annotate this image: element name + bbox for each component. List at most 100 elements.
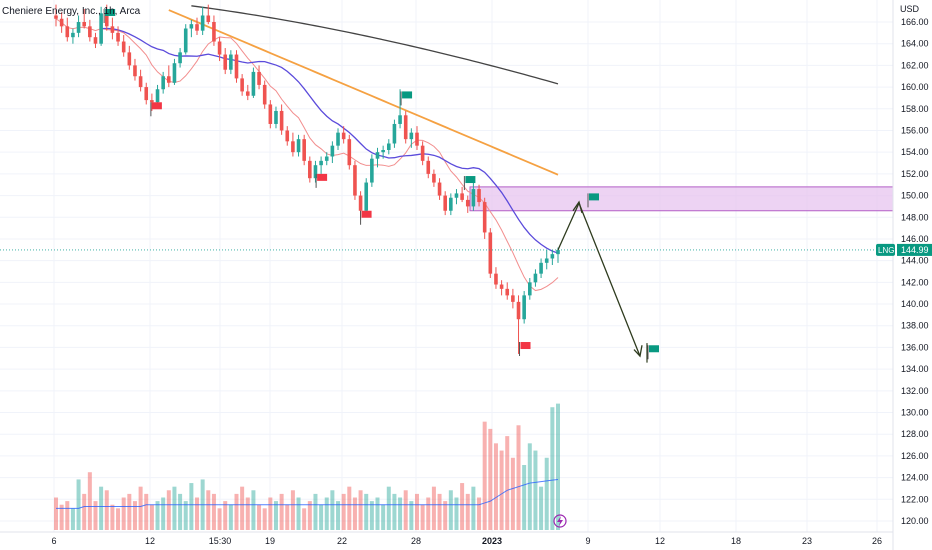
y-tick-label: 162.00: [901, 60, 929, 70]
candle: [212, 15, 216, 46]
volume-bar: [273, 501, 278, 530]
candle: [268, 100, 273, 129]
volume-bar: [420, 504, 425, 530]
y-tick-label: 166.00: [901, 17, 929, 27]
x-tick-label: 2023: [482, 536, 502, 546]
y-tick-label: 128.00: [901, 429, 929, 439]
volume-bars: [54, 403, 560, 530]
volume-bar: [172, 486, 177, 530]
volume-bar: [516, 425, 521, 530]
candle: [330, 141, 335, 164]
volume-bar: [398, 497, 403, 530]
y-tick-label: 146.00: [901, 234, 929, 244]
candle: [471, 182, 476, 211]
candle: [460, 186, 464, 203]
candle: [505, 282, 510, 300]
candle: [167, 65, 171, 88]
volume-bar: [324, 497, 329, 530]
flag-red-icon: [360, 210, 372, 225]
candle: [370, 154, 374, 187]
flag-red-icon: [519, 342, 531, 357]
volume-bar: [166, 490, 171, 530]
candle: [144, 82, 149, 105]
candle: [206, 4, 211, 25]
volume-bar: [290, 490, 295, 530]
volume-bar: [448, 490, 453, 530]
volume-bar: [110, 504, 115, 530]
y-tick-label: 152.00: [901, 169, 929, 179]
price-axis[interactable]: 166.00 164.00 162.00 160.00 158.00 156.00 154.…: [892, 0, 929, 550]
volume-bar: [296, 497, 301, 530]
flag-red-icon: [315, 173, 328, 188]
candle: [364, 178, 369, 216]
resistance-zone-rect: [469, 186, 894, 212]
volume-bar: [482, 421, 487, 530]
resistance-zone: [469, 186, 894, 212]
volume-bar: [251, 490, 256, 530]
candle: [217, 37, 222, 62]
candle: [110, 17, 115, 40]
volume-bar: [499, 450, 504, 530]
candle: [245, 84, 250, 101]
currency-label: USD: [900, 4, 920, 14]
volume-bar: [195, 497, 200, 530]
candle: [527, 278, 532, 300]
volume-bar: [381, 504, 386, 530]
lightning-icon[interactable]: [553, 514, 567, 528]
candle: [116, 26, 120, 46]
volume-bar: [556, 403, 560, 530]
x-tick-label: 28: [411, 536, 421, 546]
volume-bar: [189, 483, 194, 530]
time-axis[interactable]: 6 12 15:30 19 22 28 2023 9 12 18 23 26: [0, 531, 893, 546]
volume-bar: [488, 428, 493, 530]
candle: [420, 141, 425, 166]
volume-bar: [70, 508, 75, 530]
candle: [347, 134, 352, 170]
candle: [533, 269, 538, 287]
y-tick-label: 120.00: [901, 516, 929, 526]
candle: [234, 50, 239, 83]
candle: [54, 4, 58, 27]
y-tick-label: 142.00: [901, 277, 929, 287]
candle: [398, 89, 402, 129]
price-tag-value: 144.99: [901, 245, 929, 255]
candle: [313, 160, 318, 183]
candle: [82, 8, 87, 29]
volume-bar: [539, 486, 544, 530]
volume-bar: [138, 486, 143, 530]
candle: [386, 139, 391, 155]
candle: [59, 12, 64, 33]
projection-path: [557, 200, 648, 363]
candle: [291, 132, 295, 157]
volume-bar: [104, 490, 109, 530]
candle: [133, 58, 137, 81]
volume-bar: [443, 501, 448, 530]
volume-bar: [234, 493, 239, 530]
candle: [121, 35, 126, 57]
candle: [465, 195, 470, 213]
volume-bar: [183, 501, 188, 530]
volume-bar: [87, 472, 92, 530]
candle: [296, 134, 301, 157]
flag-green-icon: [463, 176, 476, 191]
candle: [71, 28, 75, 44]
candle: [161, 71, 165, 94]
y-tick-label: 130.00: [901, 408, 929, 418]
volume-bar: [527, 443, 532, 530]
volume-bar: [82, 493, 87, 530]
candle: [353, 160, 357, 200]
volume-bar: [93, 501, 98, 530]
volume-bar: [285, 504, 290, 530]
candle: [262, 80, 267, 109]
candle: [415, 126, 419, 151]
candle: [544, 249, 549, 270]
candle: [257, 65, 261, 90]
candle: [200, 6, 205, 36]
y-tick-label: 144.00: [901, 256, 929, 266]
y-tick-label: 158.00: [901, 104, 929, 114]
flag-red-icon: [150, 102, 162, 117]
flag-green-icon: [587, 193, 599, 208]
candle: [426, 156, 431, 179]
volume-bar: [471, 486, 476, 530]
